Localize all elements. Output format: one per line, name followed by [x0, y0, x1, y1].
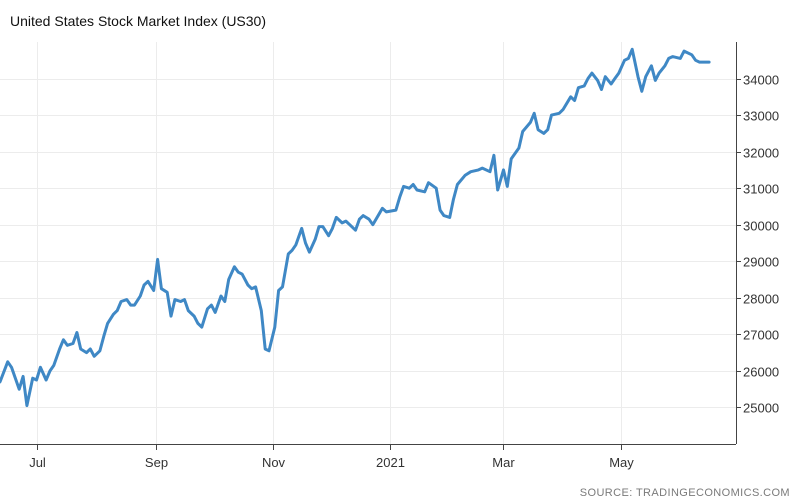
x-tick-label: Jul — [29, 455, 46, 470]
x-tick-label: 2021 — [376, 455, 405, 470]
x-tick-label: Sep — [145, 455, 168, 470]
y-tick-label: 32000 — [743, 146, 779, 161]
y-tick-label: 25000 — [743, 401, 779, 416]
series-line — [0, 47, 711, 408]
series-layer — [0, 47, 711, 408]
x-tick-label: May — [609, 455, 634, 470]
y-tick-label: 31000 — [743, 182, 779, 197]
x-tick-label: Mar — [492, 455, 515, 470]
y-tick-label: 26000 — [743, 365, 779, 380]
x-tick-label: Nov — [262, 455, 286, 470]
chart-title: United States Stock Market Index (US30) — [10, 13, 266, 29]
grid-lines — [0, 42, 736, 444]
y-tick-label: 28000 — [743, 292, 779, 307]
y-tick-label: 27000 — [743, 328, 779, 343]
y-tick-label: 30000 — [743, 219, 779, 234]
axes — [0, 42, 741, 450]
tick-labels: 25000 26000 27000 28000 29000 30000 31000 32000… — [29, 73, 779, 471]
source-label: SOURCE: TRADINGECONOMICS.COM — [580, 487, 790, 499]
y-tick-label: 34000 — [743, 73, 779, 88]
y-tick-label: 29000 — [743, 255, 779, 270]
y-tick-label: 33000 — [743, 109, 779, 124]
